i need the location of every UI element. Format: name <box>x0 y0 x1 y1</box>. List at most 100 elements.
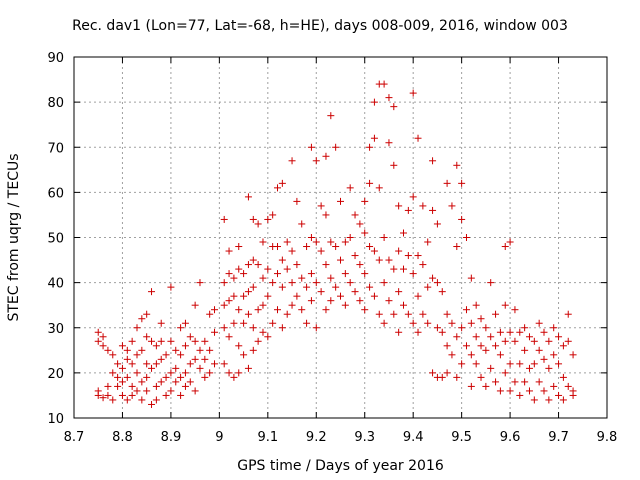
data-point <box>143 360 151 368</box>
data-point <box>356 261 364 269</box>
data-point <box>230 319 238 327</box>
data-point <box>274 184 282 192</box>
y-tick-label: 10 <box>47 412 64 427</box>
data-point <box>550 382 558 390</box>
x-tick-label: 8.7 <box>64 430 85 445</box>
data-point <box>143 310 151 318</box>
data-point <box>351 288 359 296</box>
data-point <box>143 373 151 381</box>
data-point <box>390 265 398 273</box>
data-point <box>385 94 393 102</box>
data-point <box>307 234 315 241</box>
data-point <box>206 369 214 377</box>
data-point <box>94 337 102 345</box>
data-point <box>443 310 451 318</box>
data-point <box>521 346 529 354</box>
data-point <box>458 179 466 187</box>
x-tick-label: 9.8 <box>597 430 618 445</box>
x-tick-label: 9.7 <box>548 430 569 445</box>
data-point <box>162 351 170 359</box>
data-point <box>492 310 500 318</box>
data-point <box>99 333 107 341</box>
data-point <box>341 238 349 246</box>
data-point <box>395 328 403 336</box>
data-point <box>118 391 126 399</box>
data-point <box>370 134 378 142</box>
data-point <box>104 346 112 354</box>
data-point <box>448 202 456 210</box>
data-point <box>167 387 175 395</box>
data-point <box>152 396 160 404</box>
data-point <box>501 369 509 377</box>
data-point <box>521 324 529 332</box>
data-point <box>307 270 315 278</box>
data-point <box>433 279 441 287</box>
data-point <box>259 274 267 282</box>
data-point <box>235 265 243 273</box>
data-point <box>138 396 146 404</box>
data-point <box>429 157 437 165</box>
data-point <box>181 369 189 377</box>
data-point <box>535 346 543 354</box>
y-tick-label: 70 <box>47 141 64 156</box>
data-point <box>307 143 315 151</box>
y-axis-label: STEC from uqrg / TECUs <box>6 153 22 321</box>
data-point <box>307 297 315 305</box>
data-point <box>264 292 272 300</box>
data-point <box>525 333 533 341</box>
data-point <box>298 220 306 228</box>
data-point <box>298 274 306 282</box>
data-point <box>109 396 117 404</box>
data-point <box>99 342 107 350</box>
data-point <box>148 337 156 345</box>
data-point <box>555 333 563 341</box>
grid <box>74 57 607 418</box>
data-point <box>235 369 243 377</box>
data-point <box>346 279 354 287</box>
data-point <box>240 319 248 327</box>
x-tick-labels: 8.7 8.8 8.9 9 9.1 9.2 9.3 9.4 9.5 9.6 9.7 9.8 <box>64 430 618 445</box>
data-point <box>269 279 277 287</box>
data-point <box>109 369 117 377</box>
data-point <box>104 382 112 390</box>
data-point <box>254 220 262 228</box>
data-point <box>128 382 136 390</box>
data-point <box>380 279 388 287</box>
data-point <box>303 243 311 251</box>
data-point <box>380 80 388 88</box>
data-point <box>506 360 514 368</box>
data-point <box>399 301 407 309</box>
data-point <box>181 319 189 327</box>
data-point <box>244 364 252 372</box>
data-point <box>249 346 257 354</box>
data-point <box>264 333 272 341</box>
data-point <box>356 220 364 228</box>
data-point <box>424 319 432 327</box>
data-point <box>516 360 524 368</box>
data-point <box>293 292 301 300</box>
data-point <box>545 337 553 345</box>
data-point <box>220 301 228 309</box>
data-point <box>133 351 141 359</box>
data-point <box>525 364 533 372</box>
data-point <box>94 391 102 399</box>
data-point <box>118 378 126 386</box>
data-point <box>327 238 335 246</box>
data-point <box>395 288 403 296</box>
data-point <box>109 351 117 359</box>
data-point <box>540 355 548 363</box>
data-point <box>191 337 199 345</box>
data-point <box>501 243 509 251</box>
data-point <box>293 197 301 205</box>
data-point <box>453 333 461 341</box>
data-point <box>235 243 243 251</box>
y-tick-label: 30 <box>47 322 64 337</box>
data-point <box>351 252 359 260</box>
data-point <box>274 306 282 314</box>
data-point <box>99 394 107 402</box>
data-point <box>278 283 286 291</box>
data-point <box>264 215 272 223</box>
data-point <box>114 360 122 368</box>
data-point <box>390 103 398 111</box>
